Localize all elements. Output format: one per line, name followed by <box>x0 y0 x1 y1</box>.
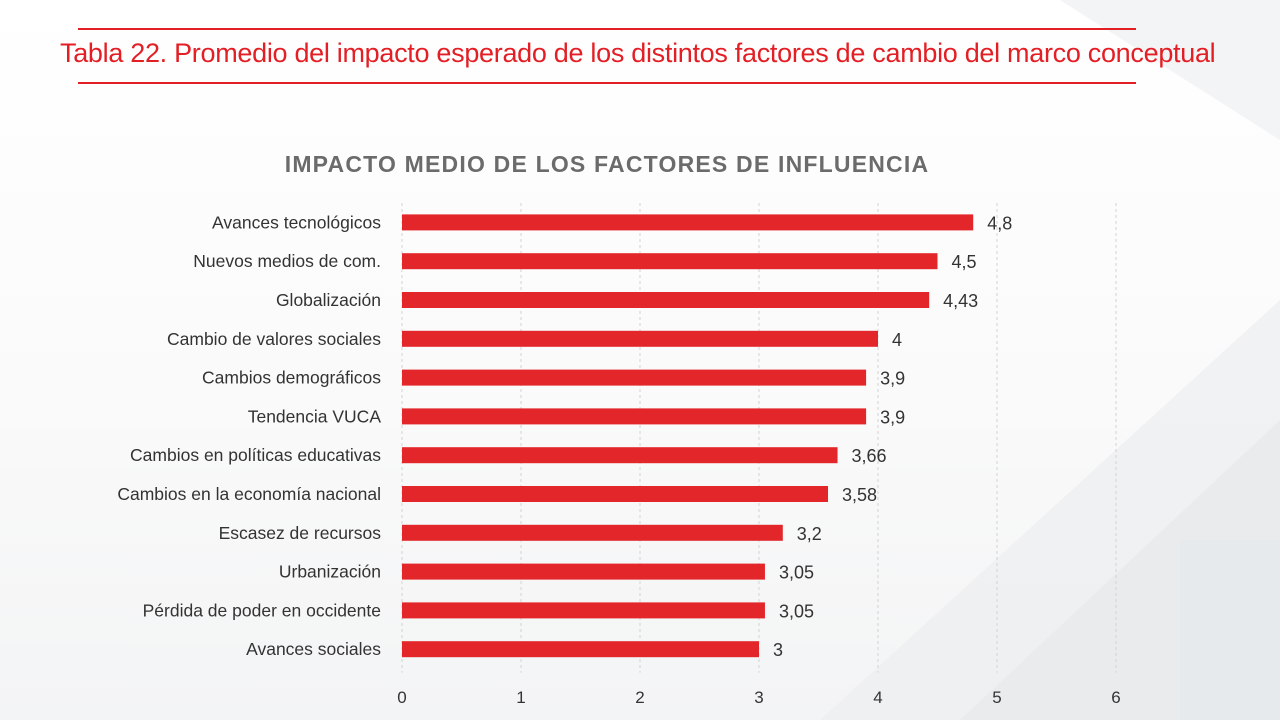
value-label: 3,2 <box>797 524 822 544</box>
x-tick-label: 3 <box>754 688 763 707</box>
category-label: Avances tecnológicos <box>212 212 381 232</box>
bar <box>402 330 878 347</box>
bar <box>402 369 867 386</box>
value-label: 4,5 <box>952 252 977 272</box>
category-label: Cambios en políticas educativas <box>130 445 381 465</box>
x-tick-label: 0 <box>397 688 406 707</box>
chart-title: IMPACTO MEDIO DE LOS FACTORES DE INFLUEN… <box>285 151 930 177</box>
value-label: 3,9 <box>880 407 905 427</box>
bar <box>402 253 938 270</box>
x-tick-label: 2 <box>635 688 644 707</box>
category-label: Globalización <box>276 290 381 310</box>
bar <box>402 292 930 308</box>
category-label: Cambios demográficos <box>202 368 381 388</box>
x-tick-label: 6 <box>1111 688 1120 707</box>
category-label: Pérdida de poder en occidente <box>143 600 381 620</box>
category-label: Cambios en la economía nacional <box>117 484 381 504</box>
category-label: Urbanización <box>279 562 381 582</box>
bar <box>402 602 765 619</box>
category-label: Escasez de recursos <box>219 523 382 543</box>
title-top-rule <box>78 28 1136 30</box>
category-label: Nuevos medios de com. <box>193 251 381 271</box>
category-label: Cambio de valores sociales <box>167 329 381 349</box>
value-label: 4,43 <box>943 291 978 311</box>
value-label: 4 <box>892 330 902 350</box>
x-tick-label: 1 <box>516 688 525 707</box>
value-label: 3 <box>773 640 783 660</box>
bar <box>402 563 765 580</box>
bar <box>402 486 829 502</box>
value-label: 4,8 <box>987 213 1012 233</box>
page-title: Tabla 22. Promedio del impacto esperado … <box>60 38 1216 68</box>
category-label: Avances sociales <box>246 639 381 659</box>
bar <box>402 447 838 464</box>
bar <box>402 408 867 425</box>
value-label: 3,05 <box>779 601 814 621</box>
bar <box>402 214 974 231</box>
bar <box>402 524 783 541</box>
value-label: 3,58 <box>842 485 877 505</box>
x-tick-label: 4 <box>873 688 882 707</box>
bar <box>402 641 759 658</box>
x-tick-label: 5 <box>992 688 1001 707</box>
value-label: 3,9 <box>880 369 905 389</box>
title-bottom-rule <box>78 82 1136 84</box>
category-label: Tendencia VUCA <box>248 406 382 426</box>
value-label: 3,66 <box>852 446 887 466</box>
value-label: 3,05 <box>779 563 814 583</box>
